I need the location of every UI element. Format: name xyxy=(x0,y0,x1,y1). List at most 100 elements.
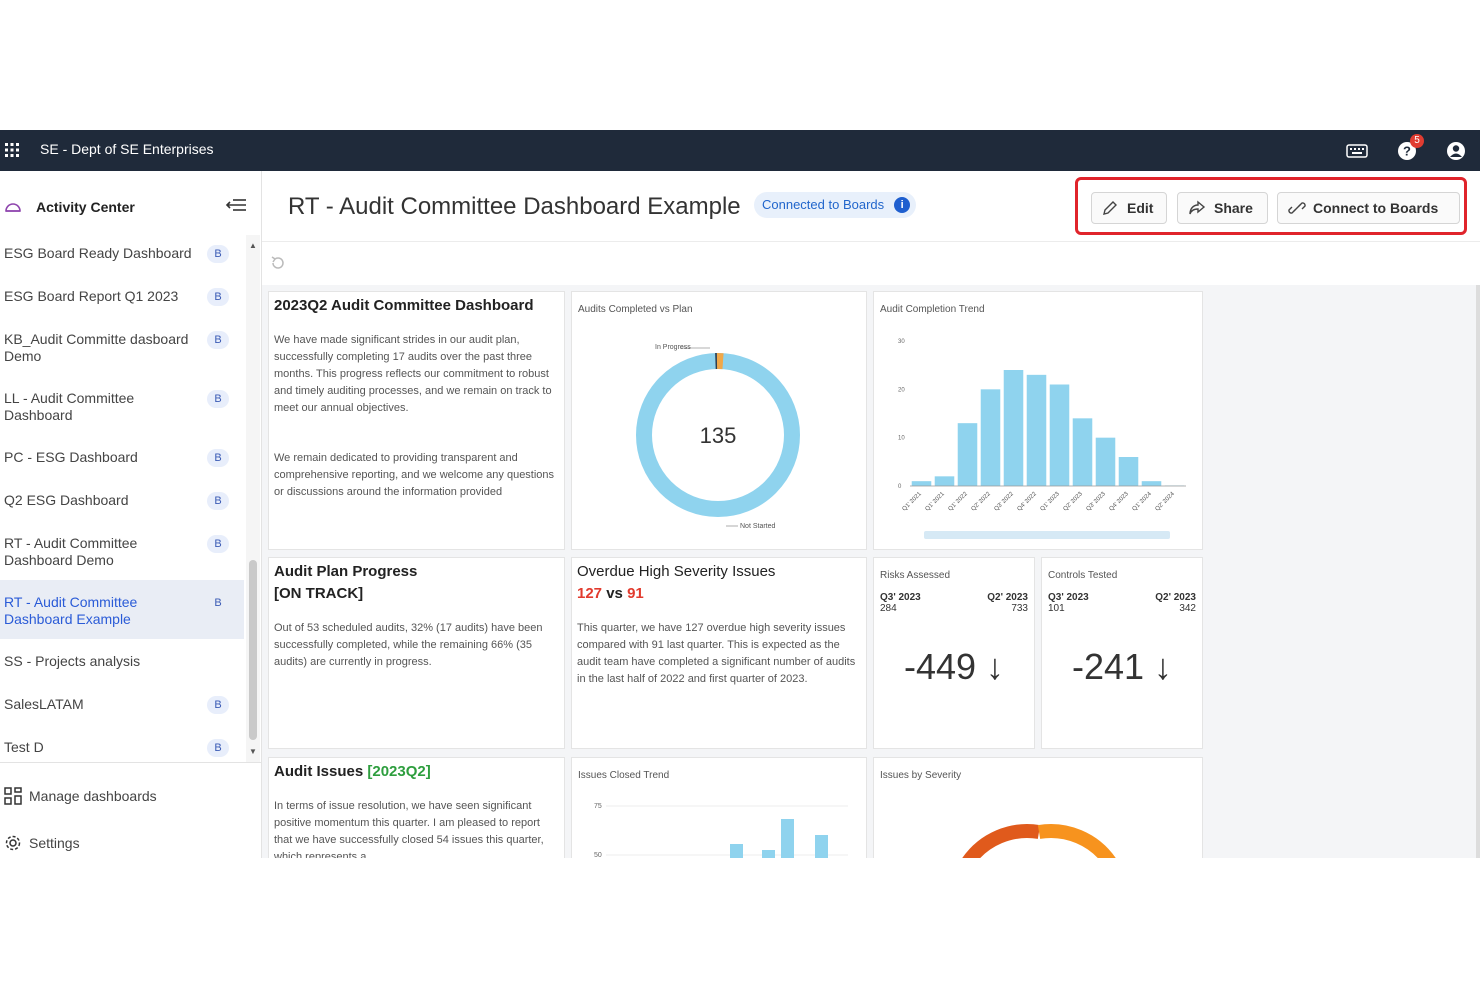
sidebar-item-label: RT - Audit Committee Dashboard Example xyxy=(4,594,138,627)
sidebar-item-ll-audit[interactable]: LL - Audit Committee Dashboard B xyxy=(0,390,244,424)
manage-dashboards-label: Manage dashboards xyxy=(29,788,157,804)
boards-badge: B xyxy=(207,449,229,467)
connect-label: Connect to Boards xyxy=(1313,200,1439,216)
risks-current-label: Q3' 2023 xyxy=(880,592,921,603)
y-tick-label: 50 xyxy=(594,852,602,858)
sidebar-footer: Manage dashboards Settings xyxy=(0,762,262,858)
activity-center-label[interactable]: Activity Center xyxy=(36,199,135,215)
not-started-label: Not Started xyxy=(740,523,776,530)
chart-bar xyxy=(762,850,775,858)
risks-current-column: Q3' 2023 284 xyxy=(880,592,921,614)
org-name[interactable]: SE - Dept of SE Enterprises xyxy=(40,141,214,157)
edit-button[interactable]: Edit xyxy=(1091,192,1167,224)
user-avatar-icon[interactable] xyxy=(1445,140,1467,162)
y-tick-label: 75 xyxy=(594,803,602,810)
app-grid-icon[interactable] xyxy=(5,143,19,157)
sidebar-item-kb-audit[interactable]: KB_Audit Committe dasboard Demo B xyxy=(0,331,244,365)
settings-link[interactable]: Settings xyxy=(4,834,80,855)
chart-bar xyxy=(934,476,955,486)
controls-current-label: Q3' 2023 xyxy=(1048,592,1089,603)
x-tick-label: Q3' 2022 xyxy=(994,491,1016,513)
scroll-down-icon[interactable]: ▼ xyxy=(249,747,257,756)
main-content: RT - Audit Committee Dashboard Example C… xyxy=(262,171,1480,858)
severity-title: Issues by Severity xyxy=(880,770,962,781)
canvas-scrollbar[interactable] xyxy=(1476,285,1480,858)
sidebar-item-esg-board-report[interactable]: ESG Board Report Q1 2023 B xyxy=(0,288,244,306)
sidebar-item-rt-audit-demo[interactable]: RT - Audit Committee Dashboard Demo B xyxy=(0,535,244,569)
boards-badge: B xyxy=(207,331,229,349)
sidebar-item-test-d[interactable]: Test D B xyxy=(0,739,244,757)
donut-center-value: 135 xyxy=(700,423,737,448)
boards-badge: B xyxy=(207,492,229,510)
sidebar-item-pc-esg[interactable]: PC - ESG Dashboard B xyxy=(0,449,244,467)
overdue-issues-card[interactable]: Overdue High Severity Issues 127 vs 91 T… xyxy=(571,557,867,749)
risks-current-value: 284 xyxy=(880,603,897,614)
info-icon[interactable]: i xyxy=(894,197,911,213)
audit-issues-card[interactable]: Audit Issues [2023Q2] In terms of issue … xyxy=(268,757,565,858)
sidebar-item-label: Q2 ESG Dashboard xyxy=(4,492,129,508)
edit-label: Edit xyxy=(1127,200,1154,216)
sidebar-item-label: Test D xyxy=(4,739,44,755)
audit-issues-title-prefix: Audit Issues xyxy=(274,763,368,780)
trend-title: Audit Completion Trend xyxy=(880,304,985,315)
manage-dashboards-link[interactable]: Manage dashboards xyxy=(4,787,157,808)
scrollbar-thumb[interactable] xyxy=(249,560,257,740)
sidebar-scrollbar[interactable]: ▲ ▼ xyxy=(246,235,260,762)
sidebar-item-saleslatam[interactable]: SalesLATAM B xyxy=(0,696,244,714)
sidebar-item-ss-projects[interactable]: SS - Projects analysis xyxy=(0,653,244,670)
share-button[interactable]: Share xyxy=(1177,192,1268,224)
keyboard-icon[interactable] xyxy=(1346,140,1368,162)
controls-current-column: Q3' 2023 101 xyxy=(1048,592,1089,614)
summary-title: 2023Q2 Audit Committee Dashboard xyxy=(274,297,534,314)
collapse-sidebar-icon[interactable] xyxy=(225,197,247,213)
x-tick-label: Q1' 2021 xyxy=(925,491,947,513)
severity-high-segment xyxy=(962,824,1041,858)
chart-bar xyxy=(957,423,978,486)
toolbar-divider xyxy=(262,241,1480,242)
severity-medium-segment xyxy=(1037,824,1116,858)
connected-status-label: Connected to Boards xyxy=(762,197,885,212)
help-icon[interactable]: ? xyxy=(1396,140,1418,162)
audit-issues-period: [2023Q2] xyxy=(367,763,431,780)
sidebar-item-label: SalesLATAM xyxy=(4,696,84,712)
overdue-body: This quarter, we have 127 overdue high s… xyxy=(577,622,856,685)
sidebar-item-q2-esg[interactable]: Q2 ESG Dashboard B xyxy=(0,492,244,510)
sidebar-item-esg-board-ready[interactable]: ESG Board Ready Dashboard B xyxy=(0,245,244,263)
plan-progress-title: Audit Plan Progress xyxy=(274,563,418,580)
summary-card[interactable]: 2023Q2 Audit Committee Dashboard We have… xyxy=(268,291,565,550)
chart-zoom-slider[interactable] xyxy=(924,531,1170,539)
sidebar-item-label: ESG Board Report Q1 2023 xyxy=(4,288,179,304)
sidebar-item-label: RT - Audit Committee Dashboard Demo xyxy=(4,535,138,568)
audit-completion-trend-card[interactable]: Audit Completion Trend 0 10 20 30 Q1' 2021 Q1… xyxy=(873,291,1203,550)
audits-completed-card[interactable]: Audits Completed vs Plan 135 In Progress… xyxy=(571,291,867,550)
issues-closed-trend-card[interactable]: Issues Closed Trend 75 50 xyxy=(571,757,867,858)
x-tick-label: Q1' 2021 xyxy=(902,491,924,513)
issues-by-severity-card[interactable]: Issues by Severity xyxy=(873,757,1203,858)
sidebar-item-rt-audit-example[interactable]: RT - Audit Committee Dashboard Example B xyxy=(0,580,244,639)
audit-issues-title: Audit Issues [2023Q2] xyxy=(274,763,431,780)
boards-badge: B xyxy=(207,245,229,263)
overdue-previous-value: 91 xyxy=(627,585,644,602)
boards-badge: B xyxy=(207,739,229,757)
controls-tested-card[interactable]: Controls Tested Q3' 2023 101 Q2' 2023 34… xyxy=(1041,557,1203,749)
controls-previous-column: Q2' 2023 342 xyxy=(1155,592,1196,614)
dashboard-list: ESG Board Ready Dashboard B ESG Board Re… xyxy=(0,235,246,762)
controls-current-value: 101 xyxy=(1048,603,1065,614)
sidebar: Activity Center ESG Board Ready Dashboar… xyxy=(0,171,262,858)
x-tick-label: Q2' 2024 xyxy=(1155,491,1177,513)
link-icon xyxy=(1288,202,1306,214)
sidebar-item-label: ESG Board Ready Dashboard xyxy=(4,245,192,261)
y-tick-label: 20 xyxy=(898,387,905,393)
summary-paragraph-2: We remain dedicated to providing transpa… xyxy=(274,452,555,498)
risks-assessed-card[interactable]: Risks Assessed Q3' 2023 284 Q2' 2023 733… xyxy=(873,557,1035,749)
refresh-icon[interactable] xyxy=(270,255,286,271)
y-tick-label: 10 xyxy=(898,436,905,442)
chart-bar xyxy=(1072,418,1093,486)
chart-bar xyxy=(730,844,743,858)
boards-badge: B xyxy=(207,288,229,306)
risks-previous-column: Q2' 2023 733 xyxy=(987,592,1028,614)
risks-delta: -449 ↓ xyxy=(903,646,1005,687)
scroll-up-icon[interactable]: ▲ xyxy=(249,241,257,250)
connect-to-boards-button[interactable]: Connect to Boards xyxy=(1277,192,1460,224)
audit-plan-progress-card[interactable]: Audit Plan Progress [ON TRACK] Out of 53… xyxy=(268,557,565,749)
